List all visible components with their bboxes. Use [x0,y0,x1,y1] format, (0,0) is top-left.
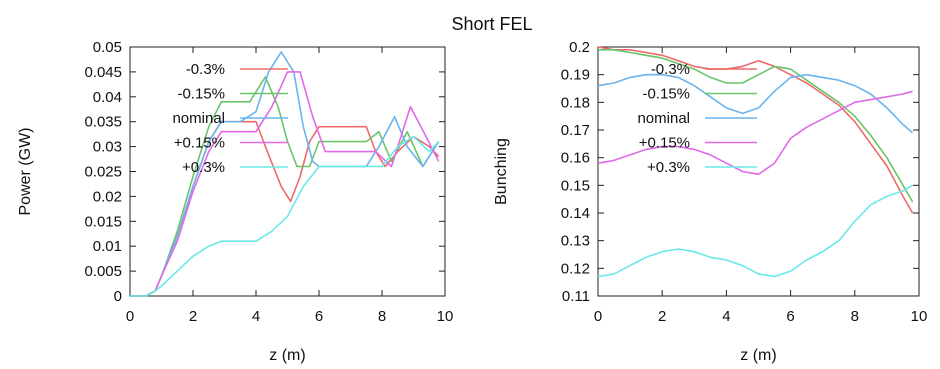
power-series-line-1 [130,76,440,297]
bunching-legend-label: +0.3% [647,159,690,176]
power-legend-label: +0.3% [182,159,225,176]
power-ytick-label: 0.035 [84,114,122,131]
bunching-ytick-label: 0.19 [561,67,590,84]
bunching-xtick-label: 0 [594,308,602,325]
power-xtick-label: 0 [126,308,134,325]
bunching-series-line-0 [597,46,914,214]
bunching-panel: 0 2 4 6 8 10 0.11 0.12 0.13 0.14 0.15 0.16 0.17 0.18 0… [493,39,927,364]
power-ytick-label: 0.005 [84,263,122,280]
bunching-legend-label: -0.3% [651,61,690,78]
bunching-legend-label: -0.15% [642,86,690,103]
power-series-line-4 [130,135,440,297]
bunching-ytick-label: 0.15 [561,177,590,194]
bunching-series-line-3 [597,90,913,176]
power-ytick-label: 0.045 [84,64,122,81]
power-ytick-label: 0.01 [93,238,122,255]
power-series-line-2 [130,51,440,297]
bunching-series-line-2 [597,73,914,134]
bunching-ytick-label: 0.17 [561,122,590,139]
power-xtick-label: 4 [252,308,260,325]
power-xtick-label: 10 [437,308,454,325]
power-xtick-label: 6 [315,308,323,325]
bunching-xtick-label: 4 [722,308,730,325]
bunching-xtick-label: 8 [851,308,859,325]
bunching-ytick-label: 0.13 [561,233,590,250]
bunching-ytick-label: 0.18 [561,94,590,111]
power-xtick-label: 2 [189,308,197,325]
bunching-xtick-label: 10 [911,308,928,325]
power-legend-label: -0.3% [186,61,225,78]
bunching-ytick-label: 0.12 [561,260,590,277]
power-ytick-label: 0.015 [84,213,122,230]
power-ytick-label: 0.03 [93,139,122,156]
power-plot-frame [129,46,446,297]
power-panel: 0 2 4 6 8 10 0 0.005 0.01 0.015 0.02 0.025 0.03 0.035… [17,39,453,364]
bunching-series-line-4 [597,184,914,278]
figure-title: Short FEL [451,14,532,34]
power-legend-label: nominal [172,110,225,127]
power-ytick-label: 0.04 [93,89,122,106]
power-ytick-label: 0.05 [93,39,122,56]
power-legend-label: +0.15% [174,135,225,152]
power-legend-label: -0.15% [177,86,225,103]
power-ytick-label: 0 [114,288,122,305]
power-series-line-3 [130,71,440,297]
bunching-ytick-label: 0.11 [562,288,590,305]
power-ytick-label: 0.025 [84,164,122,181]
power-ytick-label: 0.02 [93,188,122,205]
bunching-ytick-label: 0.2 [569,39,590,56]
power-ylabel: Power (GW) [17,128,34,216]
power-xlabel: z (m) [269,347,305,364]
bunching-xtick-label: 6 [786,308,794,325]
bunching-legend-label: +0.15% [639,135,690,152]
bunching-xlabel: z (m) [740,347,776,364]
bunching-legend-label: nominal [637,110,690,127]
bunching-series-line-1 [598,48,914,203]
bunching-ylabel: Bunching [493,138,510,205]
bunching-xtick-label: 2 [658,308,666,325]
bunching-ytick-label: 0.16 [561,150,590,167]
bunching-plot-frame [597,46,920,297]
bunching-ytick-label: 0.14 [561,205,590,222]
power-xtick-label: 8 [378,308,386,325]
